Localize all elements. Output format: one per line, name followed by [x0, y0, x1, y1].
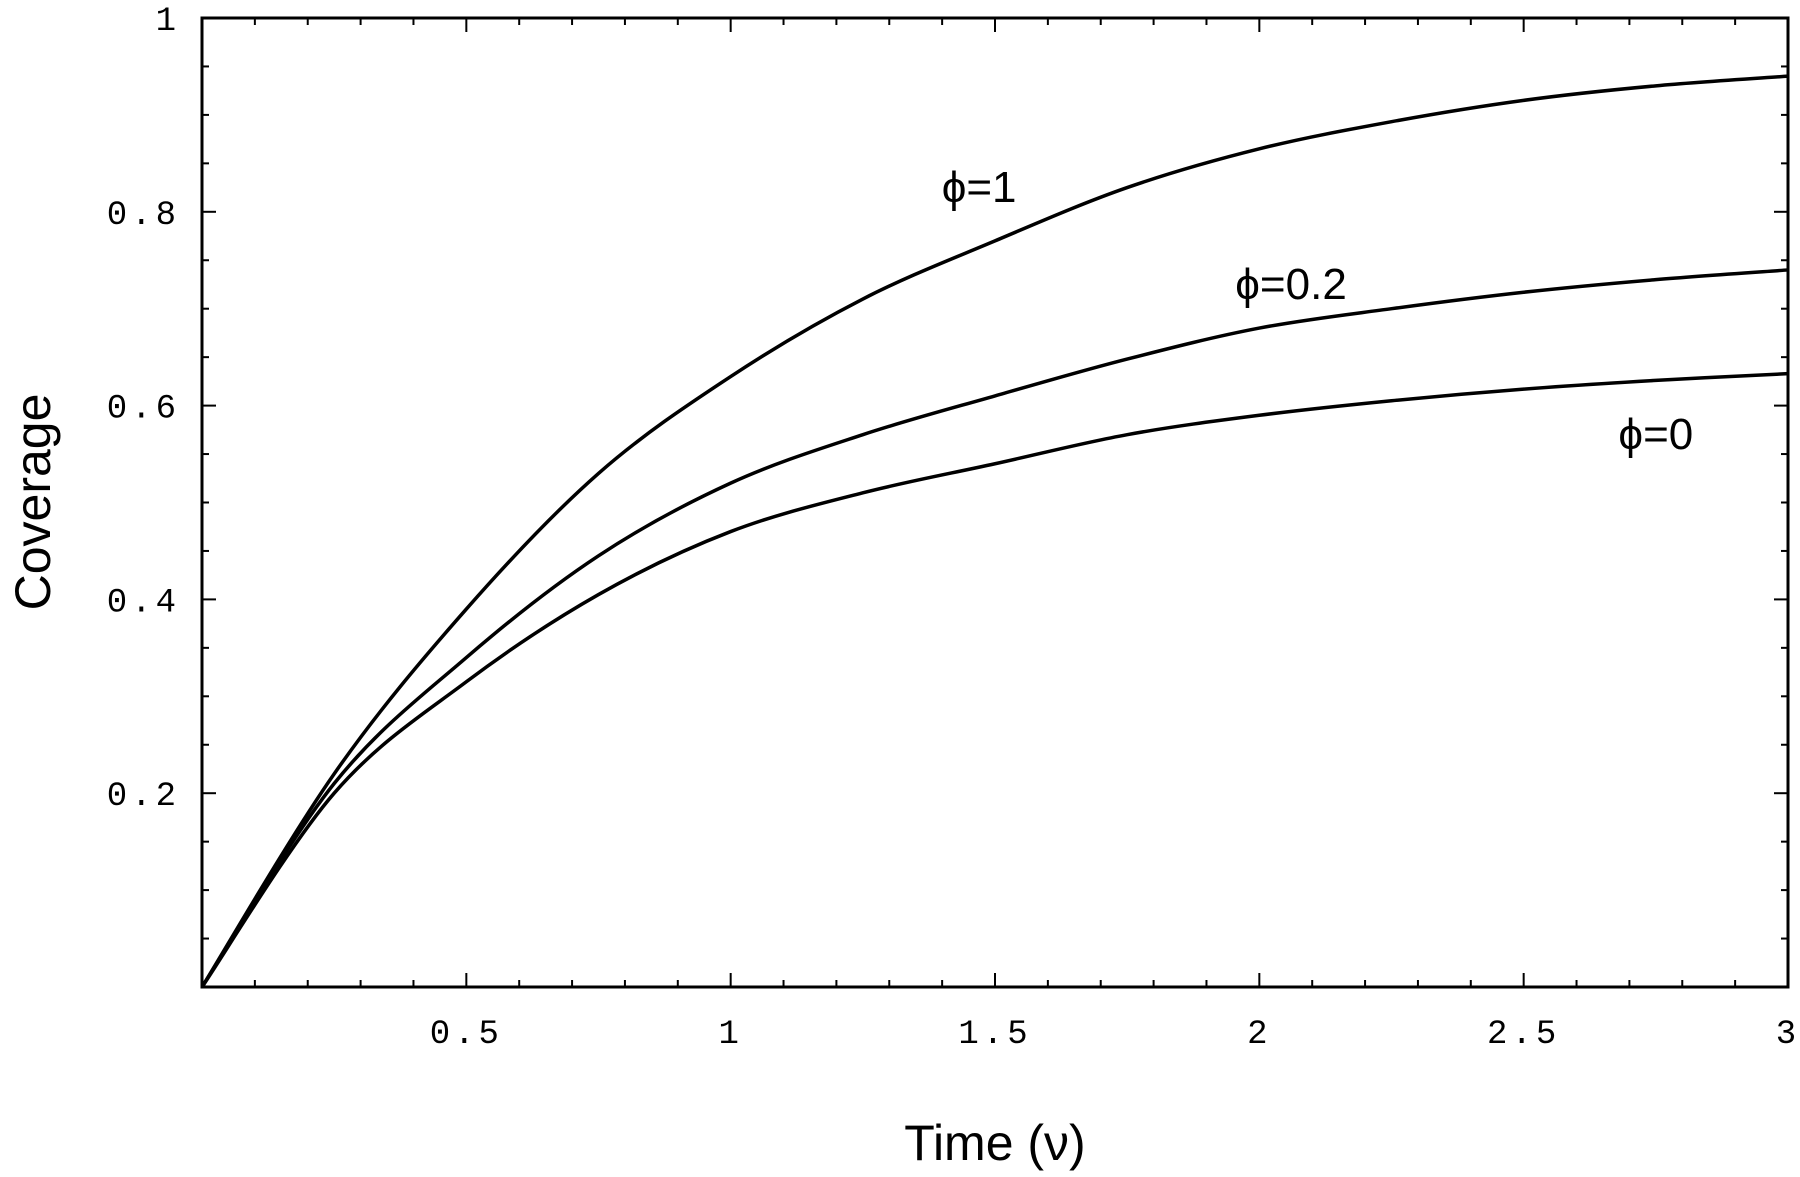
y-tick-label: 0.4: [107, 584, 180, 622]
y-tick-label: 0.6: [107, 391, 180, 429]
series-lines: [200, 74, 1789, 988]
x-tick-label: 2: [1247, 1016, 1271, 1054]
y-tick-label: 0.2: [107, 778, 180, 816]
x-tick-label: 2.5: [1487, 1016, 1560, 1054]
y-tick-label: 1: [156, 3, 180, 41]
x-tick-label: 0.5: [430, 1016, 503, 1054]
series-line-1: [200, 268, 1789, 988]
x-tick-label: 1: [718, 1016, 742, 1054]
series-line-2: [200, 371, 1789, 988]
y-tick-label: 0.8: [107, 197, 180, 235]
x-tick-label: 1.5: [958, 1016, 1031, 1054]
plot-frame: [200, 16, 1790, 989]
x-axis-title: Time (ν): [904, 1115, 1085, 1171]
series-line-0: [200, 74, 1789, 988]
series-label-0: ϕ=1: [942, 163, 1017, 212]
x-tick-labels: 0.5 1 1.5 2 2.5 3: [430, 1016, 1800, 1054]
x-tick-label: 3: [1776, 1016, 1800, 1054]
y-axis-title: Coverage: [5, 394, 61, 611]
series-label-1: ϕ=0.2: [1235, 260, 1347, 309]
y-tick-labels: 0.2 0.4 0.6 0.8 1: [107, 3, 180, 816]
series-label-2: ϕ=0: [1618, 410, 1693, 459]
series-annotations: ϕ=1 ϕ=0.2 ϕ=0: [942, 163, 1694, 459]
